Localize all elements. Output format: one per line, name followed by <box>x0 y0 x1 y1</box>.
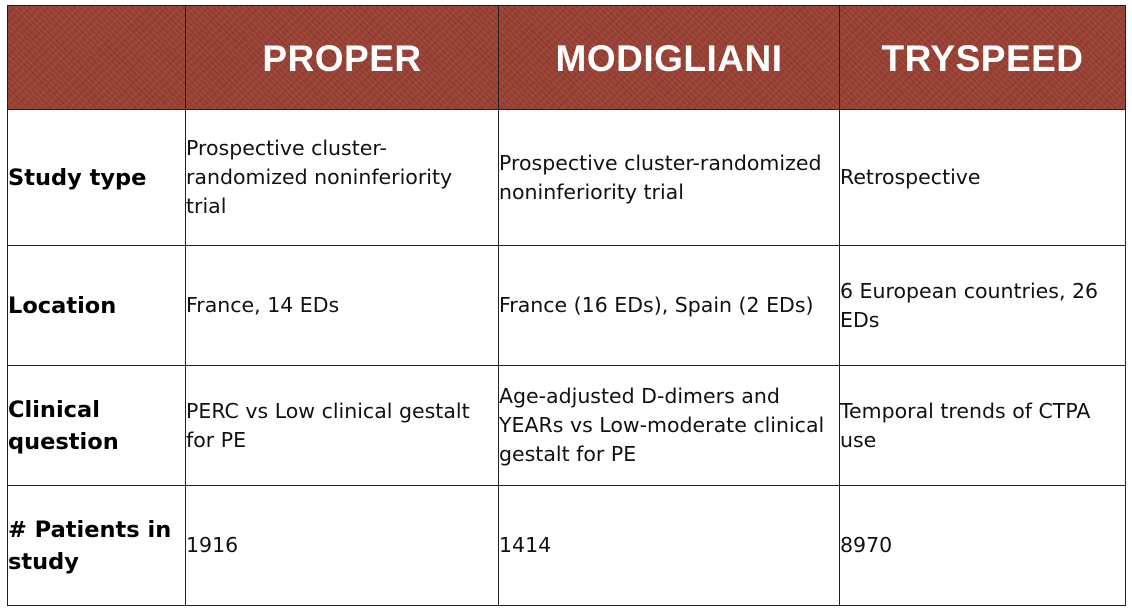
column-header-proper: PROPER <box>185 5 499 110</box>
cell-modigliani-clinical-question: Age-adjusted D-dimers and YEARs vs Low-m… <box>498 365 840 486</box>
row-label-clinical-question: Clinical question <box>7 365 186 486</box>
cell-modigliani-study-type: Prospective cluster-randomized noninferi… <box>498 109 840 246</box>
cell-tryspeed-patients: 8970 <box>839 485 1126 606</box>
cell-tryspeed-location: 6 European countries, 26 EDs <box>839 245 1126 366</box>
table-row-location: Location France, 14 EDs France (16 EDs),… <box>7 245 1126 366</box>
header-row: PROPER MODIGLIANI TRYSPEED <box>7 5 1126 110</box>
cell-proper-clinical-question: PERC vs Low clinical gestalt for PE <box>185 365 499 486</box>
cell-proper-study-type: Prospective cluster-randomized noninferi… <box>185 109 499 246</box>
row-label-study-type: Study type <box>7 109 186 246</box>
column-header-tryspeed: TRYSPEED <box>839 5 1126 110</box>
header-corner-cell <box>7 5 186 110</box>
cell-tryspeed-clinical-question: Temporal trends of CTPA use <box>839 365 1126 486</box>
row-label-patients: # Patients in study <box>7 485 186 606</box>
row-label-location: Location <box>7 245 186 366</box>
column-header-modigliani: MODIGLIANI <box>498 5 840 110</box>
table-row-patients: # Patients in study 1916 1414 8970 <box>7 485 1126 606</box>
cell-proper-patients: 1916 <box>185 485 499 606</box>
cell-modigliani-location: France (16 EDs), Spain (2 EDs) <box>498 245 840 366</box>
cell-proper-location: France, 14 EDs <box>185 245 499 366</box>
table-row-study-type: Study type Prospective cluster-randomize… <box>7 109 1126 246</box>
cell-tryspeed-study-type: Retrospective <box>839 109 1126 246</box>
table-row-clinical-question: Clinical question PERC vs Low clinical g… <box>7 365 1126 486</box>
comparison-table: PROPER MODIGLIANI TRYSPEED Study type Pr… <box>7 5 1126 606</box>
cell-modigliani-patients: 1414 <box>498 485 840 606</box>
